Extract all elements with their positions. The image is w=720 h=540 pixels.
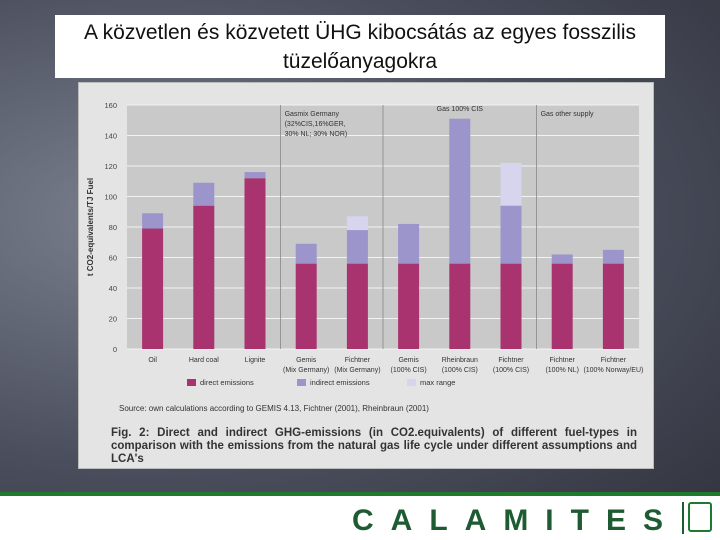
y-tick-label: 120 xyxy=(104,162,117,171)
y-tick-label: 140 xyxy=(104,132,117,141)
x-tick-label: Fichtner xyxy=(498,357,524,364)
y-tick-label: 20 xyxy=(109,315,117,324)
x-tick-label: Gemis xyxy=(296,357,317,364)
bar-segment xyxy=(346,230,368,264)
y-tick-label: 0 xyxy=(113,345,117,354)
y-tick-label: 40 xyxy=(109,284,117,293)
legend-swatch xyxy=(407,379,416,386)
bar-segment xyxy=(244,178,266,349)
y-tick-label: 80 xyxy=(109,223,117,232)
slide-title: A közvetlen és közvetett ÜHG kibocsátás … xyxy=(55,15,665,78)
x-tick-label: (100% CIS) xyxy=(442,367,478,374)
bar-segment xyxy=(142,213,164,229)
legend-label: indirect emissions xyxy=(310,378,370,387)
brand-logo-text: CALAMITES xyxy=(352,504,680,537)
bar-segment xyxy=(346,263,368,349)
bar-segment xyxy=(295,243,317,264)
x-tick-label: (Mix Germany) xyxy=(334,367,380,374)
footer-divider xyxy=(682,502,684,534)
x-tick-label: Gemis xyxy=(398,357,419,364)
bar-segment xyxy=(551,263,573,349)
bar-segment xyxy=(346,216,368,231)
legend-swatch xyxy=(187,379,196,386)
annotation-label: Gas other supply xyxy=(541,111,594,118)
x-tick-label: Rheinbraun xyxy=(442,357,478,364)
legend-label: max range xyxy=(420,378,455,387)
x-tick-label: (100% CIS) xyxy=(391,367,427,374)
bar-segment xyxy=(398,223,420,264)
y-tick-label: 100 xyxy=(104,193,117,202)
x-tick-label: Oil xyxy=(148,357,157,364)
x-tick-label: Hard coal xyxy=(189,357,219,364)
x-tick-label: (100% CIS) xyxy=(493,367,529,374)
x-tick-label: Fichtner xyxy=(550,357,576,364)
bar-segment xyxy=(602,249,624,264)
y-tick-label: 60 xyxy=(109,254,117,263)
y-axis-label: t CO2-equivalents/TJ Fuel xyxy=(86,178,95,276)
legend-swatch xyxy=(297,379,306,386)
bar-segment xyxy=(449,263,471,349)
x-tick-label: (100% NL) xyxy=(545,367,578,374)
bar-segment xyxy=(500,205,522,264)
x-tick-label: Lignite xyxy=(245,357,266,364)
x-tick-label: Fichtner xyxy=(601,357,627,364)
bar-segment xyxy=(551,254,573,264)
bar-segment xyxy=(244,172,266,179)
x-tick-label: (100% Norway/EU) xyxy=(583,367,643,374)
footer-bar: CALAMITES xyxy=(0,492,720,540)
y-tick-label: 160 xyxy=(104,101,117,110)
annotation-label: Gas 100% CIS xyxy=(437,106,484,113)
annotation-label: Gasmix Germany (32%CIS,16%GER, 30% NL; 30%… xyxy=(285,111,348,138)
leaf-logo-icon xyxy=(688,502,712,532)
legend-label: direct emissions xyxy=(200,378,254,387)
chart-source: Source: own calculations according to GE… xyxy=(119,404,429,413)
figure-caption: Fig. 2: Direct and indirect GHG-emission… xyxy=(111,427,637,465)
bar-segment xyxy=(398,263,420,349)
bar-segment xyxy=(602,263,624,349)
bar-segment xyxy=(193,205,215,349)
bar-segment xyxy=(295,263,317,349)
emissions-chart: 0 20 40 60 80 100 120 140 160 t CO2-equivalents/T… xyxy=(86,101,643,387)
chart-figure: 0 20 40 60 80 100 120 140 160 t CO2-equivalents/T… xyxy=(78,82,654,469)
bar-segment xyxy=(500,162,522,206)
x-tick-label: Fichtner xyxy=(345,357,371,364)
x-tick-label: (Mix Germany) xyxy=(283,367,329,374)
bar-segment xyxy=(193,182,215,206)
bar-segment xyxy=(449,118,471,264)
bar-segment xyxy=(500,263,522,349)
bar-segment xyxy=(142,228,164,349)
